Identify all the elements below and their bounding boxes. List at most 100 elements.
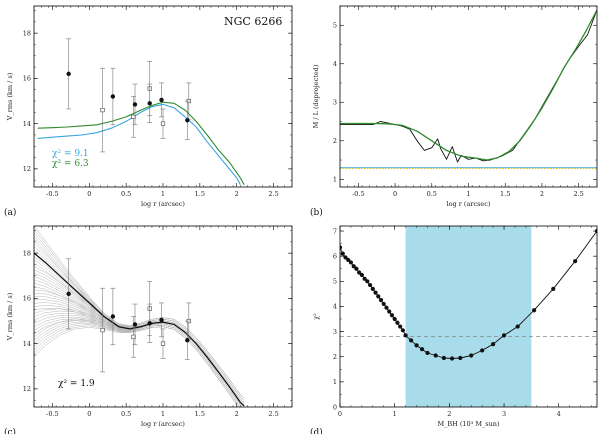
- filled-data-point: [132, 322, 138, 327]
- axes-frame: [33, 225, 293, 408]
- y-axis-label: V_rms (km / s): [6, 292, 14, 341]
- x-tick-label: 0.5: [121, 190, 131, 198]
- open-data-point: [131, 114, 136, 119]
- chi2-point: [469, 353, 474, 358]
- y-tick-label: 16: [23, 75, 31, 83]
- y-tick-label: 7: [333, 227, 337, 235]
- open-data-point: [100, 107, 105, 113]
- grey-model-curve: [34, 262, 239, 407]
- y-tick-label: 14: [23, 340, 31, 348]
- chi2-point: [359, 272, 364, 278]
- x-tick-label: 2: [235, 410, 239, 418]
- y-tick-label: 18: [23, 29, 31, 37]
- grey-model-curve: [34, 324, 241, 407]
- chi2-annotation-blue: χ² = 9.1: [52, 149, 89, 159]
- chi2-point: [395, 320, 400, 325]
- x-tick-label: -0.5: [352, 190, 365, 198]
- y-tick-label: 4: [333, 60, 337, 68]
- y-tick-label: 0: [333, 403, 337, 411]
- panel-label: (d): [310, 427, 323, 434]
- grey-model-curve: [34, 320, 239, 407]
- chi2-point: [343, 255, 348, 260]
- y-axis-label: χ²: [312, 313, 320, 320]
- y-tick-label: 12: [23, 385, 31, 393]
- chi2-point: [348, 260, 354, 265]
- filled-data-point: [147, 321, 152, 326]
- y-axis-label: M / L (deprojected): [312, 64, 320, 128]
- x-tick-label: 3: [502, 410, 506, 418]
- x-tick-label: 2: [447, 410, 451, 418]
- y-tick-label: 1: [333, 176, 337, 184]
- x-tick-label: 1.5: [195, 190, 205, 198]
- filled-data-point: [159, 317, 164, 323]
- filled-data-point: [110, 94, 116, 99]
- chi2-point: [384, 305, 389, 310]
- chi2-point: [340, 245, 343, 250]
- x-tick-label: 1: [466, 190, 470, 198]
- chi2-point: [419, 347, 425, 352]
- chi2-point: [392, 316, 397, 322]
- panel-title: NGC 6266: [224, 15, 282, 28]
- x-tick-label: 1: [393, 410, 397, 418]
- y-axis-label: V_rms (km / s): [6, 72, 14, 121]
- x-tick-label: 2.5: [268, 190, 278, 198]
- panel-label: (c): [4, 427, 16, 434]
- y-tick-label: 2: [333, 353, 337, 361]
- chi2-point: [400, 328, 405, 333]
- chi2-annotation: χ² = 1.9: [58, 379, 95, 389]
- chi2-point: [362, 276, 367, 281]
- grey-model-curve: [34, 235, 241, 407]
- axes-frame: [339, 5, 598, 188]
- chi2-point: [408, 338, 414, 343]
- grey-model-curve: [34, 232, 243, 407]
- open-data-point: [160, 121, 166, 126]
- chi2-point: [340, 251, 345, 256]
- y-tick-label: 2: [333, 137, 337, 145]
- filled-data-point: [185, 118, 190, 123]
- grey-model-curve: [34, 307, 239, 407]
- filled-data-point: [147, 101, 152, 106]
- chi2-point: [351, 264, 356, 269]
- x-tick-label: 2: [540, 190, 544, 198]
- x-tick-label: 4: [557, 410, 561, 418]
- y-tick-label: 3: [333, 99, 337, 107]
- panel-label: (a): [4, 207, 16, 218]
- x-tick-label: 1: [161, 410, 165, 418]
- y-tick-label: 18: [23, 249, 31, 257]
- chi2-annotation-green: χ² = 6.3: [52, 159, 89, 169]
- x-axis-label: log r (arcsec): [447, 200, 491, 208]
- x-tick-label: 0.5: [121, 410, 131, 418]
- y-tick-label: 4: [333, 303, 337, 311]
- chi2-point: [370, 286, 375, 291]
- open-data-point: [160, 341, 166, 346]
- chi2-point: [551, 286, 556, 291]
- filled-data-point: [132, 102, 138, 107]
- x-tick-label: 0: [393, 190, 397, 198]
- grey-model-curve: [34, 279, 243, 407]
- chi2-point: [403, 333, 408, 338]
- filled-data-point: [66, 291, 71, 297]
- x-tick-label: 0: [338, 410, 342, 418]
- x-tick-label: 2.5: [268, 410, 278, 418]
- chi2-point: [501, 333, 507, 338]
- filled-data-point: [66, 71, 71, 77]
- open-data-point: [100, 327, 105, 333]
- grey-model-curve: [34, 282, 241, 407]
- chi2-point: [381, 301, 386, 307]
- y-tick-label: 14: [23, 120, 31, 128]
- chi2-point: [458, 355, 463, 361]
- chi2-point: [357, 270, 362, 275]
- chi2-point: [433, 353, 438, 358]
- grey-model-curve: [34, 239, 239, 407]
- chi2-point: [365, 279, 370, 284]
- chi2-point: [387, 309, 392, 314]
- chi2-point: [425, 350, 430, 356]
- chi2-point: [441, 355, 446, 361]
- y-tick-label: 12: [23, 165, 31, 173]
- grey-model-curve: [34, 226, 245, 404]
- x-tick-label: 1.5: [500, 190, 510, 198]
- model-curve-blue: [37, 103, 241, 185]
- x-tick-label: 1: [161, 190, 165, 198]
- chi2-point: [515, 324, 520, 329]
